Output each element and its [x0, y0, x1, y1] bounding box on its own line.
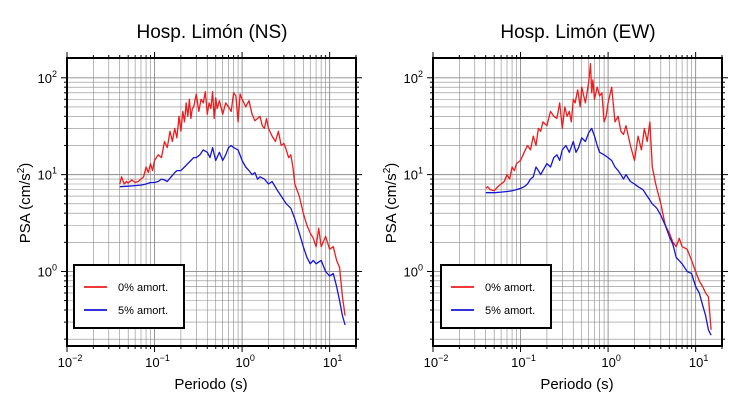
- y-axis-label-main: PSA (cm/s: [383, 173, 400, 243]
- y-tick-labels: 100 101 102: [404, 69, 423, 280]
- x-tick-label: 10−1: [145, 353, 170, 370]
- legend-label-0: 0% amort.: [485, 282, 535, 294]
- x-tick-labels: 10−2 10−1 100 101: [424, 353, 709, 370]
- y-axis-label-close: ): [17, 163, 34, 168]
- y-tick-label: 100: [404, 262, 423, 279]
- y-axis-label-main: PSA (cm/s: [17, 173, 34, 243]
- x-tick-label: 101: [689, 353, 708, 370]
- y-axis-label: PSA (cm/s2): [16, 163, 34, 244]
- x-tick-labels: 10−2 10−1 100 101: [58, 353, 343, 370]
- x-tick-label: 10−2: [424, 353, 449, 370]
- legend-box: [73, 264, 185, 329]
- legend-label-1: 5% amort.: [118, 305, 168, 317]
- y-tick-label: 102: [404, 69, 423, 86]
- legend: 0% amort. 5% amort.: [73, 264, 185, 329]
- y-axis-label: PSA (cm/s2): [382, 163, 400, 244]
- y-axis-label-sup: 2: [16, 167, 27, 173]
- chart-ew: Hosp. Limón (EW) 10−2 10−1 100 101 10010110…: [382, 22, 728, 393]
- x-tick-label: 100: [601, 353, 620, 370]
- y-axis-label-sup: 2: [382, 167, 393, 173]
- x-tick-label: 10−1: [511, 353, 536, 370]
- chart-ns: Hosp. Limón (NS) 10−2 10−1 100 101 10010110…: [16, 22, 362, 393]
- x-tick-label: 100: [235, 353, 254, 370]
- series-lines: [119, 90, 346, 326]
- chart-title: Hosp. Limón (NS): [137, 22, 288, 43]
- y-tick-labels: 100 101 102: [38, 69, 57, 280]
- y-tick-label: 101: [404, 166, 423, 183]
- legend: 0% amort. 5% amort.: [440, 264, 552, 329]
- y-tick-label: 102: [38, 69, 57, 86]
- y-tick-label: 101: [38, 166, 57, 183]
- legend-box: [440, 264, 552, 329]
- x-axis-label: Periodo (s): [174, 376, 247, 393]
- series-lines: [485, 62, 712, 336]
- x-tick-label: 10−2: [58, 353, 83, 370]
- series-line-0: [119, 90, 346, 316]
- grid: [61, 52, 362, 352]
- plot-frame: [66, 57, 357, 347]
- chart-title: Hosp. Limón (EW): [500, 22, 655, 43]
- y-axis-label-close: ): [383, 163, 400, 168]
- series-line-1: [119, 144, 346, 326]
- plot-frame: [432, 57, 723, 347]
- series-line-1: [485, 127, 712, 336]
- x-tick-label: 101: [323, 353, 342, 370]
- legend-label-1: 5% amort.: [485, 305, 535, 317]
- legend-label-0: 0% amort.: [118, 282, 168, 294]
- y-tick-label: 100: [38, 262, 57, 279]
- x-axis-label: Periodo (s): [540, 376, 613, 393]
